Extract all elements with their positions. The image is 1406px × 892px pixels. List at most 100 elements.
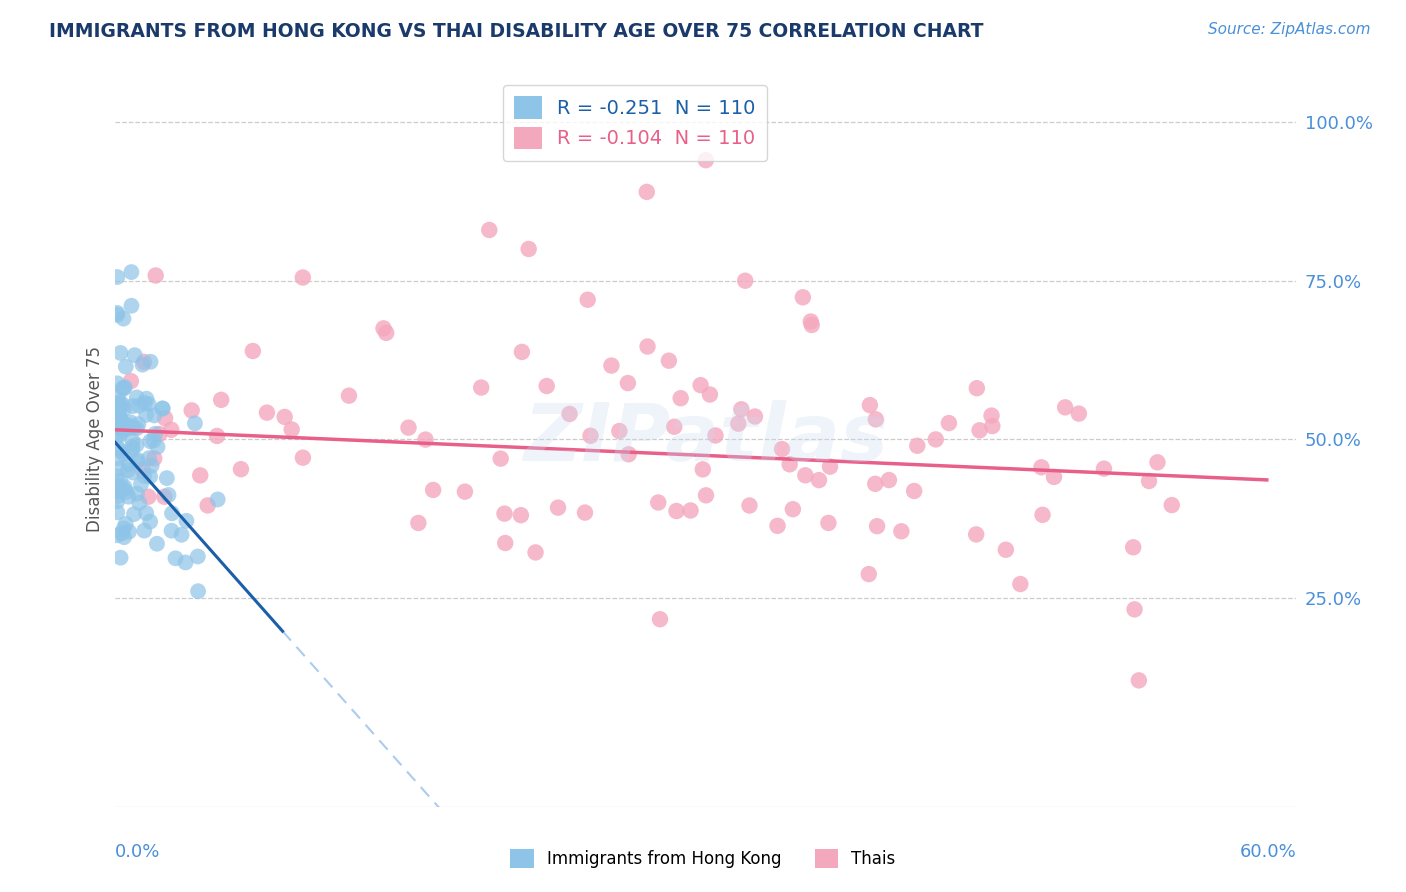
Point: [134, 524, 156, 538]
Point: [738, 499, 761, 513]
Point: [280, 422, 302, 436]
Point: [689, 378, 711, 392]
Point: [146, 537, 169, 551]
Point: [180, 403, 202, 417]
Point: [509, 508, 531, 523]
Point: [105, 441, 128, 455]
Point: [122, 421, 145, 435]
Point: [107, 412, 129, 426]
Point: [800, 318, 823, 332]
Point: [139, 355, 162, 369]
Point: [647, 495, 669, 509]
Point: [1122, 541, 1144, 555]
Text: IMMIGRANTS FROM HONG KONG VS THAI DISABILITY AGE OVER 75 CORRELATION CHART: IMMIGRANTS FROM HONG KONG VS THAI DISABI…: [49, 22, 984, 41]
Point: [132, 355, 155, 369]
Point: [112, 311, 135, 326]
Y-axis label: Disability Age Over 75: Disability Age Over 75: [86, 346, 104, 533]
Point: [291, 270, 314, 285]
Text: 60.0%: 60.0%: [1240, 843, 1296, 861]
Point: [138, 451, 160, 466]
Point: [114, 359, 136, 374]
Point: [766, 518, 789, 533]
Point: [291, 450, 314, 465]
Point: [105, 428, 128, 442]
Text: 0.0%: 0.0%: [115, 843, 160, 861]
Point: [139, 515, 162, 529]
Point: [121, 466, 143, 480]
Point: [470, 380, 492, 394]
Point: [727, 417, 749, 431]
Point: [398, 420, 420, 434]
Point: [105, 451, 128, 466]
Point: [818, 459, 841, 474]
Point: [120, 265, 142, 279]
Point: [111, 424, 134, 438]
Point: [107, 479, 129, 493]
Point: [105, 469, 128, 483]
Point: [422, 483, 444, 497]
Point: [1137, 474, 1160, 488]
Point: [1146, 455, 1168, 469]
Point: [110, 474, 132, 488]
Point: [1160, 498, 1182, 512]
Point: [112, 398, 135, 412]
Point: [905, 439, 928, 453]
Point: [1054, 401, 1077, 415]
Point: [679, 503, 702, 517]
Point: [124, 348, 146, 362]
Point: [160, 423, 183, 437]
Point: [1031, 460, 1053, 475]
Point: [648, 612, 671, 626]
Point: [1092, 461, 1115, 475]
Point: [779, 458, 801, 472]
Point: [699, 387, 721, 401]
Point: [877, 473, 900, 487]
Point: [794, 468, 817, 483]
Point: [136, 490, 159, 504]
Point: [454, 484, 477, 499]
Point: [135, 408, 157, 422]
Point: [925, 433, 948, 447]
Point: [152, 401, 174, 416]
Point: [547, 500, 569, 515]
Point: [1031, 508, 1053, 522]
Point: [903, 483, 925, 498]
Point: [1067, 407, 1090, 421]
Point: [110, 346, 132, 360]
Point: [150, 401, 173, 416]
Point: [125, 438, 148, 452]
Point: [160, 506, 183, 520]
Point: [176, 514, 198, 528]
Point: [135, 506, 157, 520]
Point: [730, 402, 752, 417]
Point: [128, 496, 150, 510]
Point: [107, 390, 129, 404]
Point: [792, 290, 814, 304]
Point: [1128, 673, 1150, 688]
Point: [143, 426, 166, 441]
Point: [110, 550, 132, 565]
Point: [695, 153, 717, 168]
Point: [704, 428, 727, 442]
Point: [408, 516, 430, 530]
Point: [209, 392, 232, 407]
Point: [866, 519, 889, 533]
Point: [117, 490, 139, 504]
Point: [695, 488, 717, 502]
Point: [415, 433, 437, 447]
Point: [165, 551, 187, 566]
Point: [637, 339, 659, 353]
Point: [658, 353, 681, 368]
Point: [197, 499, 219, 513]
Point: [205, 429, 228, 443]
Point: [981, 419, 1004, 434]
Point: [188, 468, 211, 483]
Point: [574, 506, 596, 520]
Point: [1010, 577, 1032, 591]
Point: [938, 416, 960, 430]
Point: [105, 494, 128, 508]
Point: [143, 451, 166, 466]
Point: [817, 516, 839, 530]
Point: [665, 504, 688, 518]
Point: [139, 434, 162, 449]
